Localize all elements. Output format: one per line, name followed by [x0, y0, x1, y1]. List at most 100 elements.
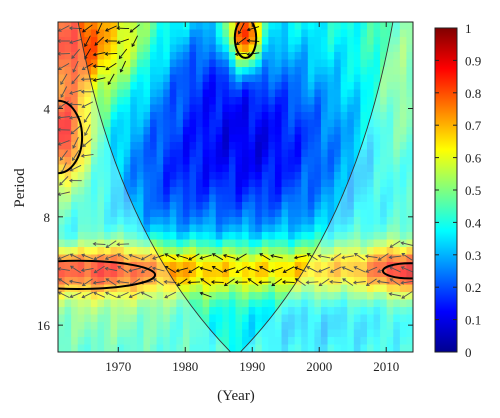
phase-arrow — [58, 115, 70, 120]
heatmap-cell — [274, 337, 283, 346]
phase-arrow — [93, 291, 106, 298]
heatmap-cell — [84, 44, 92, 53]
heatmap-cell — [182, 299, 191, 308]
heatmap-cell — [353, 337, 361, 346]
heatmap-cell — [294, 232, 302, 241]
heatmap-cell — [77, 269, 85, 278]
heatmap-cell — [334, 337, 342, 346]
heatmap-cell — [202, 52, 210, 61]
phase-arrow — [70, 125, 81, 135]
heatmap-cell — [156, 239, 164, 248]
heatmap-cell — [393, 97, 401, 106]
heatmap-cell — [307, 119, 315, 128]
heatmap-cell — [110, 254, 118, 263]
heatmap-cell — [104, 74, 112, 83]
heatmap-cell — [182, 82, 191, 91]
heatmap-cell — [110, 134, 118, 143]
heatmap-cell — [347, 269, 355, 278]
heatmap-cell — [366, 82, 375, 91]
heatmap-cell — [334, 224, 342, 233]
heatmap-cell — [261, 239, 269, 248]
heatmap-cell — [248, 104, 256, 113]
heatmap-cell — [248, 157, 256, 166]
heatmap-cell — [215, 262, 223, 271]
phase-arrow — [259, 253, 271, 261]
heatmap-cell — [334, 344, 342, 352]
heatmap-cell — [255, 74, 263, 83]
heatmap-cell — [399, 322, 408, 331]
heatmap-cell — [176, 52, 184, 61]
heatmap-cell — [235, 22, 243, 31]
heatmap-cell — [274, 179, 283, 188]
heatmap-cell — [393, 89, 401, 98]
heatmap-cell — [58, 337, 66, 346]
heatmap-cell — [104, 127, 112, 136]
heatmap-cell — [228, 82, 237, 91]
heatmap-cell — [143, 322, 151, 331]
heatmap-cell — [189, 232, 197, 241]
heatmap-cell — [261, 284, 269, 293]
heatmap-cell — [90, 292, 99, 301]
heatmap-cell — [353, 134, 361, 143]
heatmap-cell — [182, 194, 191, 203]
heatmap-cell — [248, 29, 256, 38]
heatmap-cell — [196, 314, 204, 323]
heatmap-cell — [90, 269, 99, 278]
heatmap-cell — [123, 277, 131, 286]
heatmap-cell — [386, 314, 394, 323]
heatmap-cell — [360, 179, 368, 188]
heatmap-cell — [307, 202, 315, 211]
heatmap-cell — [261, 59, 269, 68]
heatmap-cell — [163, 44, 171, 53]
heatmap-cell — [97, 179, 105, 188]
phase-arrow — [105, 291, 117, 298]
heatmap-cell — [104, 67, 112, 76]
heatmap-cell — [77, 307, 85, 316]
heatmap-cell — [360, 172, 368, 181]
heatmap-cell — [104, 322, 112, 331]
heatmap-cell — [189, 97, 197, 106]
heatmap-cell — [156, 157, 164, 166]
heatmap-cell — [288, 22, 296, 31]
heatmap-cell — [169, 172, 177, 181]
heatmap-cell — [399, 209, 408, 218]
heatmap-cell — [176, 194, 184, 203]
heatmap-cell — [163, 314, 171, 323]
heatmap-cell — [380, 74, 388, 83]
heatmap-cell — [130, 179, 138, 188]
heatmap-cell — [406, 202, 413, 211]
heatmap-cell — [222, 52, 230, 61]
heatmap-cell — [386, 67, 394, 76]
heatmap-cell — [222, 217, 230, 226]
heatmap-cell — [169, 29, 177, 38]
heatmap-cell — [274, 104, 283, 113]
heatmap-cell — [294, 37, 302, 46]
heatmap-cell — [84, 22, 92, 31]
heatmap-cell — [380, 239, 388, 248]
heatmap-cell — [123, 44, 131, 53]
heatmap-cell — [130, 337, 138, 346]
phase-arrow — [116, 38, 129, 45]
heatmap-cell — [334, 277, 342, 286]
heatmap-cell — [130, 314, 138, 323]
heatmap-cell — [215, 97, 223, 106]
heatmap-cell — [334, 284, 342, 293]
heatmap-cell — [150, 172, 158, 181]
heatmap-cell — [242, 337, 250, 346]
heatmap-cell — [235, 74, 243, 83]
heatmap-cell — [71, 307, 79, 316]
heatmap-cell — [235, 239, 243, 248]
heatmap-cell — [301, 232, 309, 241]
heatmap-cell — [288, 97, 296, 106]
heatmap-cell — [360, 224, 368, 233]
heatmap-cell — [77, 67, 85, 76]
heatmap-cell — [288, 187, 296, 196]
heatmap-cell — [347, 187, 355, 196]
heatmap-cell — [84, 337, 92, 346]
heatmap-cell — [281, 112, 289, 121]
phase-arrow — [187, 280, 201, 285]
heatmap-cell — [327, 322, 335, 331]
phase-arrow — [72, 137, 79, 149]
heatmap-cell — [143, 89, 151, 98]
heatmap-cell — [228, 112, 237, 121]
